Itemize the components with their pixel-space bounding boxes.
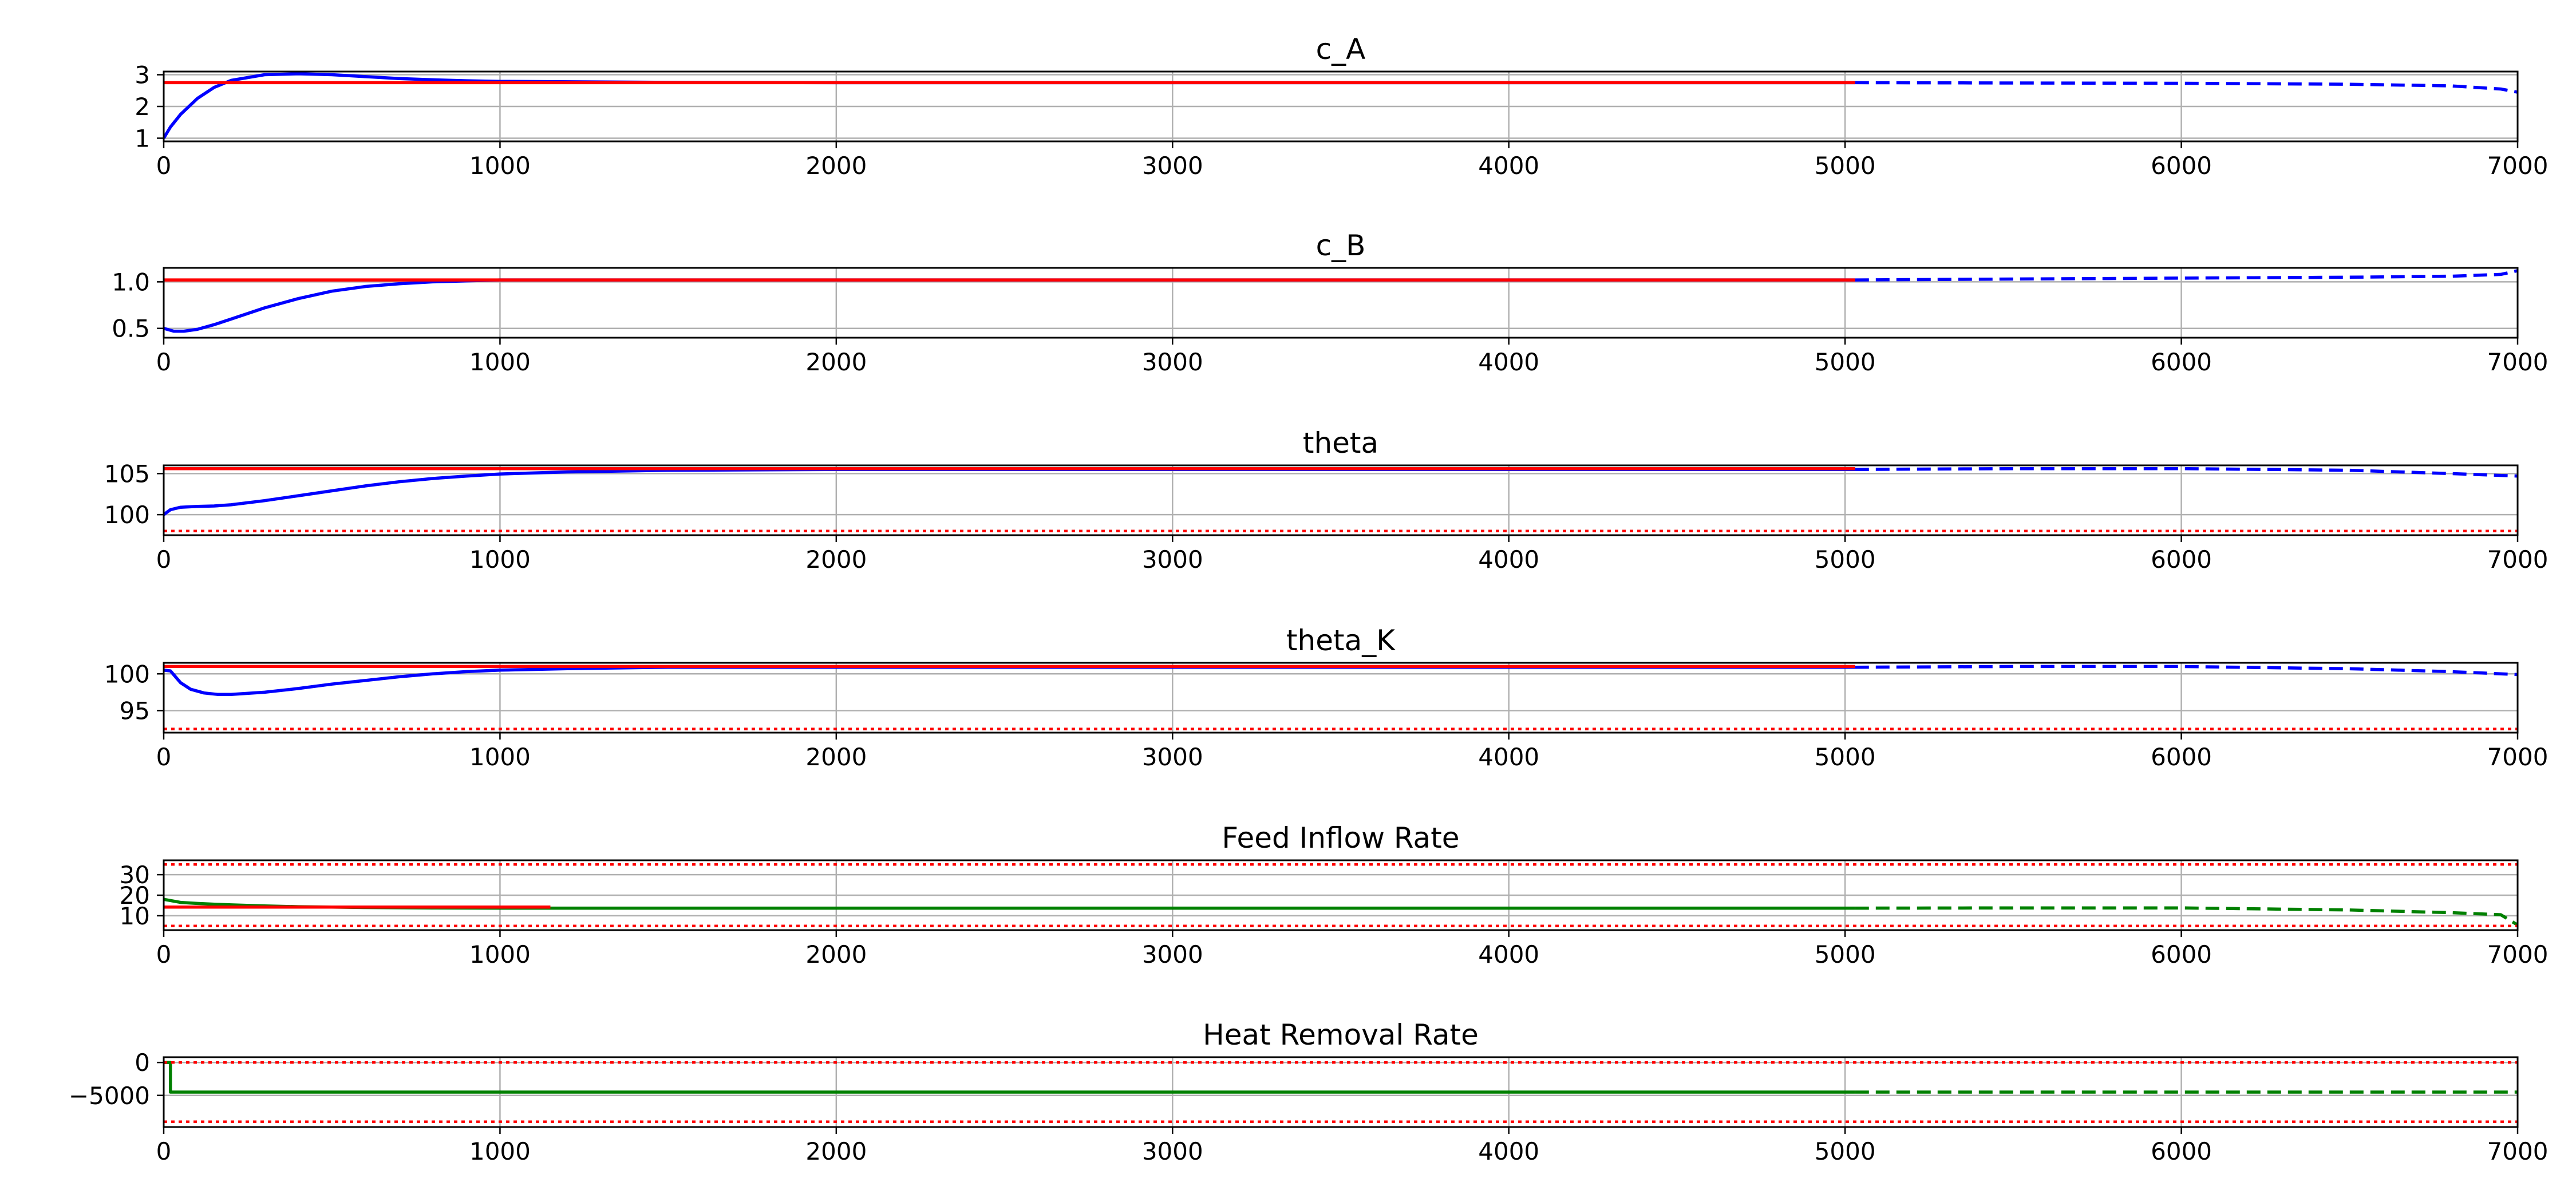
x-tick-label: 0 bbox=[156, 1137, 172, 1165]
x-tick-label: 6000 bbox=[2151, 348, 2212, 376]
x-tick-label: 4000 bbox=[1478, 348, 1539, 376]
series-line-dashed bbox=[1855, 269, 2518, 282]
x-tick-label: 7000 bbox=[2487, 152, 2549, 180]
x-tick-label: 5000 bbox=[1815, 152, 1876, 180]
x-tick-label: 2000 bbox=[805, 545, 867, 574]
x-tick-label: 3000 bbox=[1142, 940, 1203, 968]
x-tick-label: 7000 bbox=[2487, 1137, 2549, 1165]
series-line-solid bbox=[164, 278, 1855, 333]
x-tick-label: 6000 bbox=[2151, 545, 2212, 574]
x-tick-label: 1000 bbox=[469, 545, 531, 574]
x-tick-label: 0 bbox=[156, 940, 172, 968]
subplot-1: 0 1000 2000 3000 4000 5000 6000 7000 0.5 1.0 c_B bbox=[112, 229, 2548, 376]
x-tick-label: 1000 bbox=[469, 152, 531, 180]
y-tick-label: 20 bbox=[120, 881, 150, 910]
x-tick-label: 1000 bbox=[469, 940, 531, 968]
x-tick-label: 5000 bbox=[1815, 1137, 1876, 1165]
series-line-dashed bbox=[1855, 466, 2518, 478]
x-tick-label: 5000 bbox=[1815, 545, 1876, 574]
x-tick-label: 3000 bbox=[1142, 743, 1203, 771]
subplot-0: 0 1000 2000 3000 4000 5000 6000 7000 1 2 3 c_A bbox=[135, 33, 2548, 180]
axes-frame bbox=[163, 464, 2519, 536]
y-tick-label: 10 bbox=[120, 902, 150, 930]
axes-frame bbox=[163, 267, 2519, 339]
series-line-dashed bbox=[1855, 665, 2518, 677]
y-tick-label: 3 bbox=[135, 61, 150, 89]
y-tick-label: 2 bbox=[135, 93, 150, 121]
x-tick-label: 6000 bbox=[2151, 152, 2212, 180]
x-tick-label: 3000 bbox=[1142, 152, 1203, 180]
y-tick-label: 105 bbox=[104, 460, 150, 488]
y-tick-label: 0.5 bbox=[112, 315, 150, 343]
subplot-title: c_A bbox=[1316, 33, 1366, 66]
subplot-title: Feed Inflow Rate bbox=[1222, 821, 1459, 855]
subplot-5: 0 1000 2000 3000 4000 5000 6000 7000−50000Heat … bbox=[69, 1018, 2549, 1165]
subplot-3: 0 1000 2000 3000 4000 5000 6000 7000 95 100 theta_… bbox=[104, 624, 2549, 771]
x-tick-label: 2000 bbox=[805, 1137, 867, 1165]
x-tick-label: 2000 bbox=[805, 743, 867, 771]
y-tick-label: 1.0 bbox=[112, 268, 150, 296]
x-tick-label: 3000 bbox=[1142, 348, 1203, 376]
x-tick-label: 5000 bbox=[1815, 348, 1876, 376]
x-tick-label: 7000 bbox=[2487, 545, 2549, 574]
x-tick-label: 5000 bbox=[1815, 743, 1876, 771]
x-tick-label: 0 bbox=[156, 743, 172, 771]
subplot-title: theta_K bbox=[1286, 624, 1396, 657]
x-tick-label: 4000 bbox=[1478, 743, 1539, 771]
x-tick-label: 2000 bbox=[805, 152, 867, 180]
y-tick-label: 95 bbox=[120, 697, 150, 725]
series-line-dashed bbox=[1855, 81, 2518, 94]
x-tick-label: 6000 bbox=[2151, 940, 2212, 968]
x-tick-label: 0 bbox=[156, 348, 172, 376]
x-tick-label: 0 bbox=[156, 545, 172, 574]
x-tick-label: 7000 bbox=[2487, 940, 2549, 968]
x-tick-label: 4000 bbox=[1478, 545, 1539, 574]
x-tick-label: 6000 bbox=[2151, 743, 2212, 771]
series-line-solid bbox=[164, 468, 1855, 516]
y-tick-label: 0 bbox=[135, 1049, 150, 1077]
series-line-solid bbox=[164, 1061, 1855, 1094]
x-tick-label: 3000 bbox=[1142, 545, 1203, 574]
subplot-2: 0 1000 2000 3000 4000 5000 6000 7000 100 105 theta bbox=[104, 426, 2549, 574]
series-line-solid bbox=[164, 665, 1855, 696]
x-tick-label: 7000 bbox=[2487, 348, 2549, 376]
x-tick-label: 3000 bbox=[1142, 1137, 1203, 1165]
x-tick-label: 2000 bbox=[805, 348, 867, 376]
x-tick-label: 5000 bbox=[1815, 940, 1876, 968]
y-tick-label: 30 bbox=[120, 861, 150, 889]
subplot-title: c_B bbox=[1316, 229, 1366, 262]
x-tick-label: 4000 bbox=[1478, 1137, 1539, 1165]
subplot-title: theta bbox=[1303, 426, 1378, 460]
y-tick-label: 100 bbox=[104, 660, 150, 688]
subplot-title: Heat Removal Rate bbox=[1203, 1018, 1479, 1051]
y-tick-label: −5000 bbox=[69, 1082, 150, 1110]
series-line-dashed bbox=[1855, 906, 2518, 927]
x-tick-label: 0 bbox=[156, 152, 172, 180]
x-tick-label: 1000 bbox=[469, 743, 531, 771]
x-tick-label: 7000 bbox=[2487, 743, 2549, 771]
x-tick-label: 2000 bbox=[805, 940, 867, 968]
axes-frame bbox=[163, 1056, 2519, 1128]
x-tick-label: 6000 bbox=[2151, 1137, 2212, 1165]
x-tick-label: 4000 bbox=[1478, 940, 1539, 968]
axes-frame bbox=[163, 662, 2519, 734]
x-tick-label: 4000 bbox=[1478, 152, 1539, 180]
x-tick-label: 1000 bbox=[469, 1137, 531, 1165]
y-tick-label: 1 bbox=[135, 124, 150, 152]
x-tick-label: 1000 bbox=[469, 348, 531, 376]
y-tick-label: 100 bbox=[104, 501, 150, 529]
